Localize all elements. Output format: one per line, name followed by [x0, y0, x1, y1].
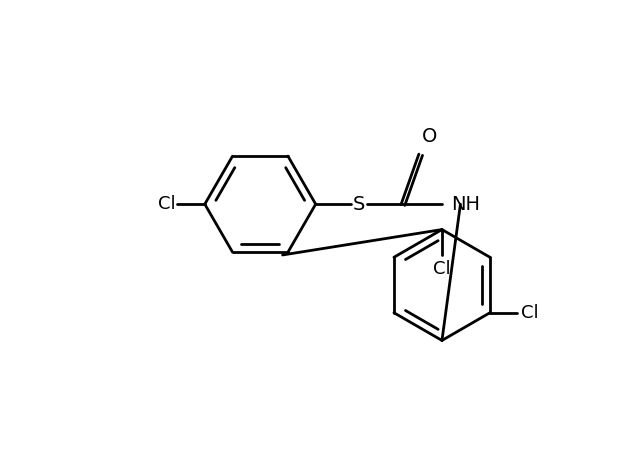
Text: NH: NH	[451, 195, 480, 214]
Text: S: S	[353, 195, 365, 214]
Text: Cl: Cl	[433, 261, 451, 279]
Text: Cl: Cl	[158, 195, 175, 213]
Text: O: O	[422, 127, 437, 146]
Text: Cl: Cl	[521, 304, 538, 322]
